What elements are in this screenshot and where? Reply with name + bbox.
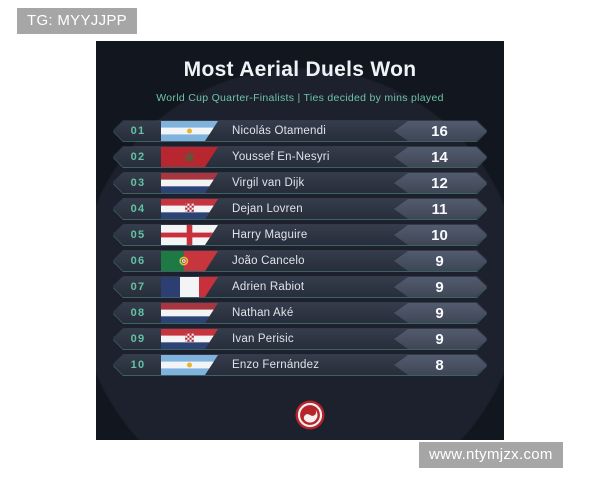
flag-morocco-icon xyxy=(161,147,218,167)
rank-label: 08 xyxy=(130,307,146,319)
value-banner: 8 xyxy=(392,355,487,375)
value-banner: 12 xyxy=(392,173,487,193)
yin-yang-ball-icon xyxy=(295,400,325,430)
player-name: Youssef En-Nesyri xyxy=(232,151,330,163)
player-name: João Cancelo xyxy=(232,255,305,267)
table-row: 09 Ivan Perisic 9 xyxy=(113,329,487,349)
flag-croatia-icon xyxy=(161,329,218,349)
table-row: 04 Dejan Lovren 11 xyxy=(113,199,487,219)
table-row: 05 Harry Maguire 10 xyxy=(113,225,487,245)
rank-label: 01 xyxy=(130,125,146,137)
website-watermark: www.ntymjzx.com xyxy=(419,442,563,468)
player-name: Adrien Rabiot xyxy=(232,281,305,293)
rank-label: 04 xyxy=(130,203,146,215)
flag-netherlands-icon xyxy=(161,303,218,323)
publisher-logo xyxy=(295,400,325,430)
ranking-list: 01 Nicolás Otamendi 16 02 Youssef En-Nes… xyxy=(113,121,487,381)
value-banner: 9 xyxy=(392,251,487,271)
player-name: Dejan Lovren xyxy=(232,203,303,215)
table-row: 10 Enzo Fernández 8 xyxy=(113,355,487,375)
value-banner: 9 xyxy=(392,277,487,297)
flag-argentina-icon xyxy=(161,121,218,141)
page-title: Most Aerial Duels Won xyxy=(183,58,417,81)
value-banner: 9 xyxy=(392,303,487,323)
flag-france-icon xyxy=(161,277,218,297)
flag-england-icon xyxy=(161,225,218,245)
rank-label: 02 xyxy=(130,151,146,163)
table-row: 02 Youssef En-Nesyri 14 xyxy=(113,147,487,167)
rank-label: 05 xyxy=(130,229,146,241)
value-banner: 16 xyxy=(392,121,487,141)
rank-label: 10 xyxy=(130,359,146,371)
table-row: 03 Virgil van Dijk 12 xyxy=(113,173,487,193)
player-name: Enzo Fernández xyxy=(232,359,320,371)
value-banner: 14 xyxy=(392,147,487,167)
flag-croatia-icon xyxy=(161,199,218,219)
value-banner: 10 xyxy=(392,225,487,245)
table-row: 08 Nathan Aké 9 xyxy=(113,303,487,323)
rank-label: 06 xyxy=(130,255,146,267)
value-banner: 11 xyxy=(392,199,487,219)
player-name: Nathan Aké xyxy=(232,307,294,319)
rank-label: 07 xyxy=(130,281,146,293)
table-row: 07 Adrien Rabiot 9 xyxy=(113,277,487,297)
flag-argentina-icon xyxy=(161,355,218,375)
flag-netherlands-icon xyxy=(161,173,218,193)
value-banner: 9 xyxy=(392,329,487,349)
table-row: 01 Nicolás Otamendi 16 xyxy=(113,121,487,141)
player-name: Virgil van Dijk xyxy=(232,177,305,189)
rank-label: 09 xyxy=(130,333,146,345)
telegram-watermark: TG: MYYJJPP xyxy=(17,8,137,34)
player-name: Harry Maguire xyxy=(232,229,308,241)
rank-label: 03 xyxy=(130,177,146,189)
player-name: Ivan Perisic xyxy=(232,333,294,345)
table-row: 06 João Cancelo 9 xyxy=(113,251,487,271)
flag-portugal-icon xyxy=(161,251,218,271)
infographic-panel: Most Aerial Duels Won World Cup Quarter-… xyxy=(96,41,504,440)
page-subtitle: World Cup Quarter-Finalists | Ties decid… xyxy=(156,92,444,104)
player-name: Nicolás Otamendi xyxy=(232,125,326,137)
